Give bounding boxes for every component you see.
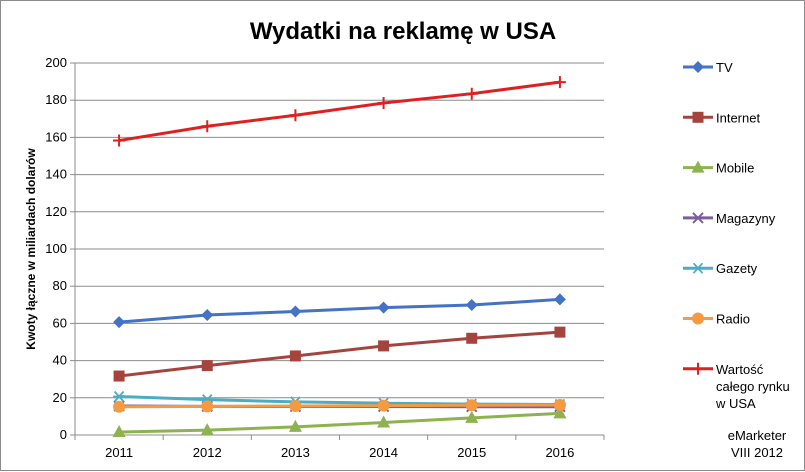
source-note-line-1: eMarketer [728,428,787,443]
series-line [118,297,561,324]
legend-entry: Magazyny [683,211,776,226]
y-tick-label: 20 [53,390,67,405]
y-tick-label: 100 [45,241,67,256]
legend-entry: Mobile [683,160,754,176]
data-point [554,326,566,338]
y-tick-label: 140 [45,167,67,182]
x-tick-label: 2016 [545,445,574,460]
data-point [113,370,125,382]
x-tick-label: 2013 [281,445,310,460]
axes: 0 20 40 60 80 100 120 140 160 180 200 2011 2012 2013 2… [45,55,605,460]
legend-label: w USA [715,396,756,411]
data-point [553,399,566,412]
y-tick-label: 40 [53,353,67,368]
legend-label: TV [716,60,733,75]
legend-label: Radio [716,312,750,327]
data-point [377,399,390,412]
data-point [465,87,478,100]
data-point [465,410,479,423]
y-tick-label: 200 [45,55,67,70]
legend-label: Wartość [716,362,764,377]
data-point [113,316,126,329]
series-2 [112,406,567,438]
x-tick-label: 2012 [193,445,222,460]
data-point [289,399,302,412]
chart-title: Wydatki na reklamę w USA [250,18,556,45]
y-tick-label: 60 [53,315,67,330]
y-axis-label: Kwoty łączne w miliardach dolarów [24,148,38,350]
data-point [553,406,567,419]
legend-label: Magazyny [716,211,776,226]
data-point [113,400,126,413]
legend: TV Internet Mobile Magazyny Gazety Radio Warto… [683,60,790,411]
y-tick-label: 80 [53,278,67,293]
data-point [201,400,214,413]
legend-entry: Internet [683,110,760,125]
series-5 [113,399,566,413]
series-line [118,80,561,143]
legend-entry: Wartość całego rynku w USA [683,362,790,411]
series-group [112,76,567,438]
legend-label: Mobile [716,161,754,176]
data-point [201,120,214,133]
series-1 [113,326,566,382]
data-point [553,293,566,306]
x-tick-label: 2011 [105,445,133,460]
legend-swatch-marker [692,212,704,224]
data-point [113,134,126,147]
series-line [118,330,561,378]
gridlines [75,62,604,436]
data-point [289,350,301,362]
legend-swatch-marker [692,61,704,73]
legend-entry: Gazety [683,261,758,276]
y-tick-label: 160 [45,129,67,144]
y-tick-label: 180 [45,92,67,107]
data-point [378,340,390,352]
legend-label: całego rynku [716,379,790,394]
data-point [465,399,478,412]
legend-swatch-marker [692,362,704,375]
legend-label: Gazety [716,261,758,276]
series-line [119,403,560,409]
data-point [377,96,390,109]
data-point [289,305,302,318]
data-point [112,425,126,438]
data-point [113,390,126,403]
data-point [289,109,302,122]
legend-swatch-marker [692,111,704,123]
series-6 [113,76,566,147]
data-point [465,298,478,311]
legend-label: Internet [716,110,760,125]
legend-entry: Radio [683,312,750,327]
series-line [119,411,560,434]
legend-entry: TV [683,60,733,75]
y-tick-label: 0 [60,427,67,442]
data-point [288,419,302,432]
data-point [201,360,213,372]
data-point [201,309,214,322]
data-point [553,76,566,89]
legend-swatch-marker [692,312,704,325]
legend-swatch-marker [692,262,704,274]
source-note-line-2: VIII 2012 [731,445,783,460]
data-point [466,332,478,344]
data-point [377,415,391,428]
y-tick-label: 120 [45,204,67,219]
x-tick-label: 2014 [369,445,398,460]
data-point [200,423,214,436]
data-point [377,301,390,314]
x-tick-label: 2015 [457,445,486,460]
legend-swatch-marker [691,160,705,173]
series-0 [113,293,566,329]
